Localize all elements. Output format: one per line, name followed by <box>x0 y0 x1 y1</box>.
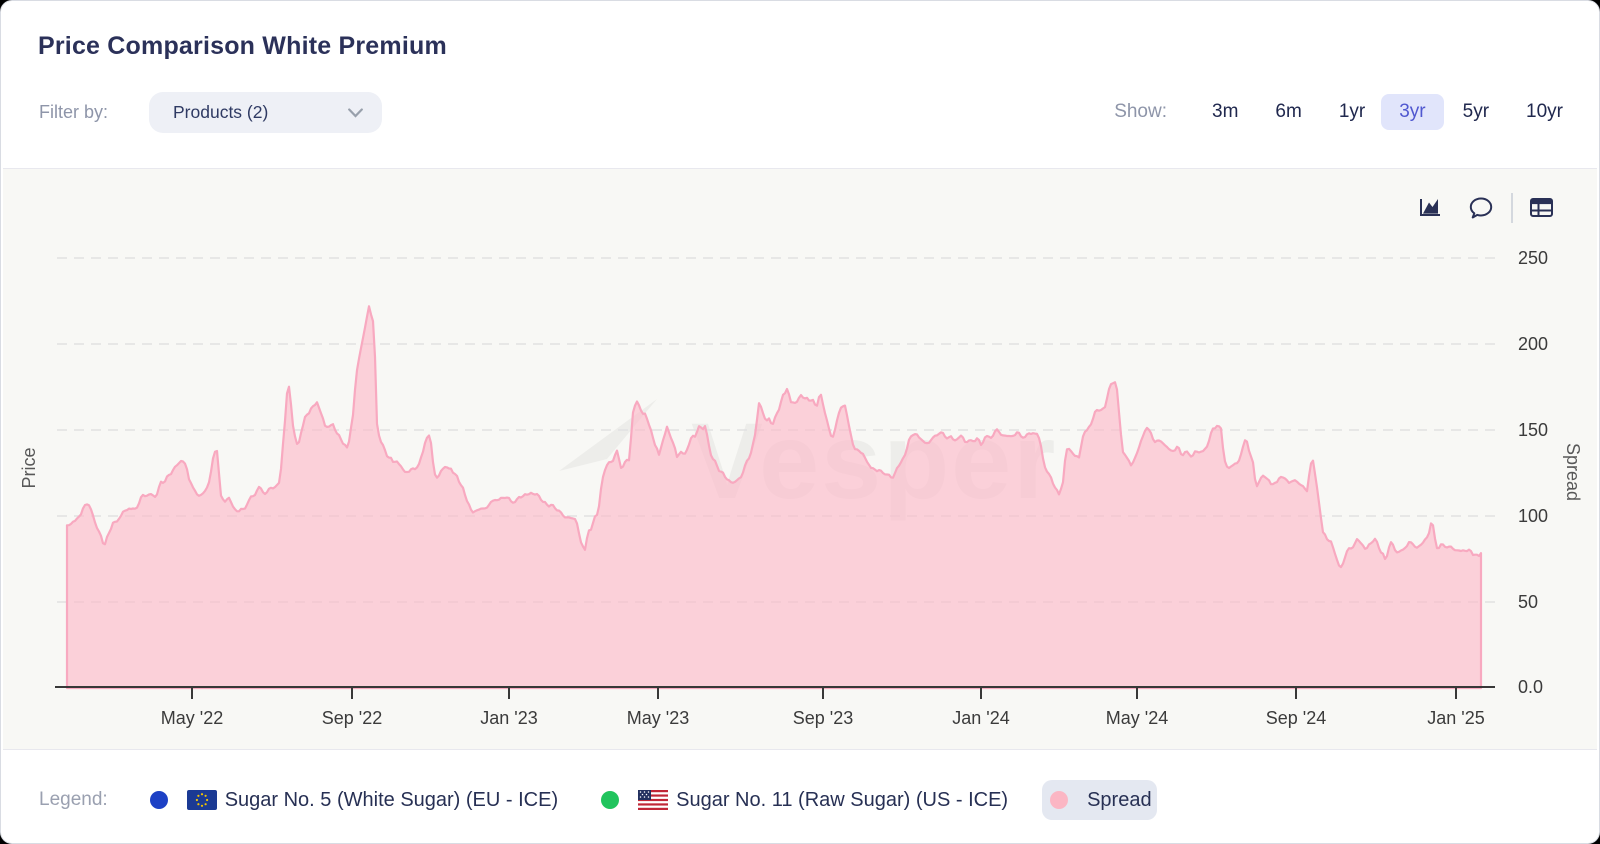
svg-text:Price: Price <box>19 447 39 488</box>
svg-text:250: 250 <box>1518 248 1548 268</box>
svg-text:Sep '23: Sep '23 <box>793 708 854 728</box>
svg-text:Jan '25: Jan '25 <box>1427 708 1484 728</box>
svg-text:May '22: May '22 <box>161 708 223 728</box>
svg-text:50: 50 <box>1518 592 1538 612</box>
svg-text:150: 150 <box>1518 420 1548 440</box>
svg-text:Sep '24: Sep '24 <box>1266 708 1327 728</box>
svg-text:May '24: May '24 <box>1106 708 1168 728</box>
svg-text:Sep '22: Sep '22 <box>322 708 383 728</box>
svg-text:May '23: May '23 <box>627 708 689 728</box>
svg-text:0.0: 0.0 <box>1518 677 1543 697</box>
svg-text:200: 200 <box>1518 334 1548 354</box>
svg-text:Jan '24: Jan '24 <box>952 708 1009 728</box>
svg-text:Spread: Spread <box>1563 443 1583 501</box>
svg-text:100: 100 <box>1518 506 1548 526</box>
svg-text:Jan '23: Jan '23 <box>480 708 537 728</box>
